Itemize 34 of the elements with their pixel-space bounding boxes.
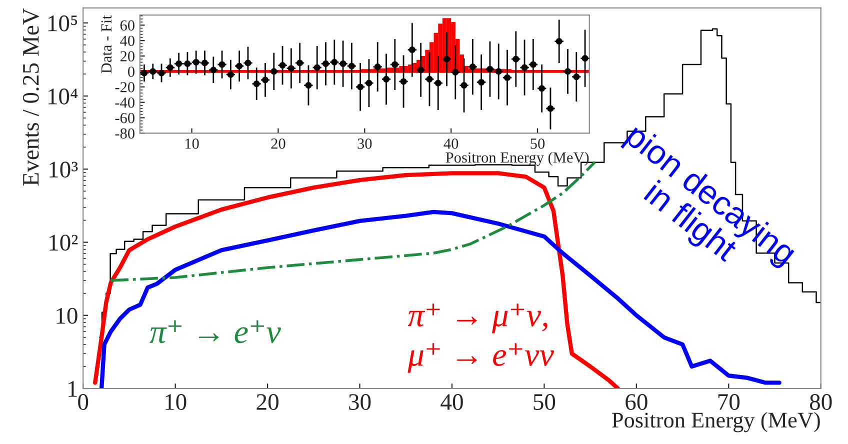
x-tick-label: 30 — [358, 138, 372, 149]
x-tick-label: 70 — [718, 394, 740, 410]
y-tick-label: -20 — [115, 82, 134, 92]
y-tick-label: 1 — [68, 381, 77, 397]
y-tick-label: 40 — [120, 36, 134, 46]
y-tick-label: 10⁴ — [48, 88, 78, 104]
x-tick-label: 80 — [810, 394, 832, 410]
y-tick-label: 60 — [120, 20, 134, 31]
x-tick-label: 40 — [440, 394, 463, 410]
x-tick-label: 60 — [626, 394, 648, 410]
y-tick-label: 10 — [56, 308, 78, 324]
x-axis-title: Positron Energy (MeV) — [612, 412, 820, 432]
y-tick-label: -80 — [115, 128, 134, 139]
x-tick-label: 50 — [534, 394, 556, 410]
y-tick-label: 10³ — [50, 162, 78, 178]
y-tick-label: 10⁵ — [48, 15, 78, 32]
series-label: π⁺ → μ⁺ν, μ⁺ → e⁺νν — [408, 304, 554, 373]
y-tick-label: 20 — [120, 51, 134, 62]
y-tick-label: 0 — [128, 66, 134, 77]
y-tick-label: -40 — [115, 97, 134, 108]
x-tick-label: 40 — [444, 138, 458, 149]
x-tick-label: 0 — [78, 394, 88, 410]
x-tick-label: 20 — [256, 394, 278, 410]
x-tick-label: 10 — [185, 138, 199, 149]
y-axis-title: Data - Fit — [101, 15, 112, 74]
y-tick-label: 10² — [50, 234, 78, 251]
y-tick-label: -60 — [115, 112, 134, 124]
x-tick-label: 10 — [166, 394, 186, 410]
x-axis-title: Positron Energy (MeV) — [446, 152, 589, 166]
x-tick-label: 20 — [271, 138, 286, 149]
x-tick-label: 50 — [530, 138, 545, 149]
x-tick-label: 30 — [349, 394, 371, 410]
series-label: π⁺ → e⁺ν — [150, 320, 281, 344]
y-axis-title: Events / 0.25 MeV — [22, 8, 39, 186]
